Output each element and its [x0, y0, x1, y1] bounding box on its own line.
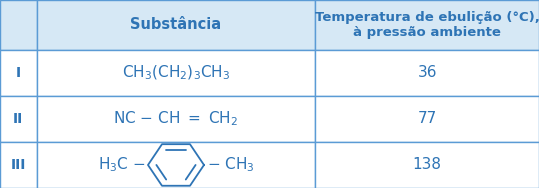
Bar	[37, 96, 315, 142]
Bar	[315, 50, 539, 96]
Bar	[315, 96, 539, 142]
Bar	[37, 0, 315, 50]
Text: H$_3$C $-$: H$_3$C $-$	[98, 156, 146, 174]
Bar	[0, 142, 37, 188]
Bar	[37, 50, 315, 96]
Bar	[315, 0, 539, 50]
Bar	[0, 50, 37, 96]
Bar	[0, 96, 37, 142]
Text: III: III	[11, 158, 26, 172]
Bar	[315, 142, 539, 188]
Text: II: II	[13, 112, 24, 126]
Bar	[0, 0, 37, 50]
Text: Temperatura de ebulição (°C),
à pressão ambiente: Temperatura de ebulição (°C), à pressão …	[315, 11, 539, 39]
Text: Substância: Substância	[130, 17, 222, 32]
Text: $-$ CH$_3$: $-$ CH$_3$	[206, 156, 254, 174]
Text: I: I	[16, 66, 21, 80]
Text: CH$_3$(CH$_2$)$_3$CH$_3$: CH$_3$(CH$_2$)$_3$CH$_3$	[122, 64, 230, 82]
Bar	[37, 142, 315, 188]
Text: NC $-$ CH $=$ CH$_2$: NC $-$ CH $=$ CH$_2$	[114, 110, 238, 128]
Text: 138: 138	[413, 158, 441, 172]
Text: 36: 36	[417, 65, 437, 80]
Text: 77: 77	[418, 111, 437, 126]
